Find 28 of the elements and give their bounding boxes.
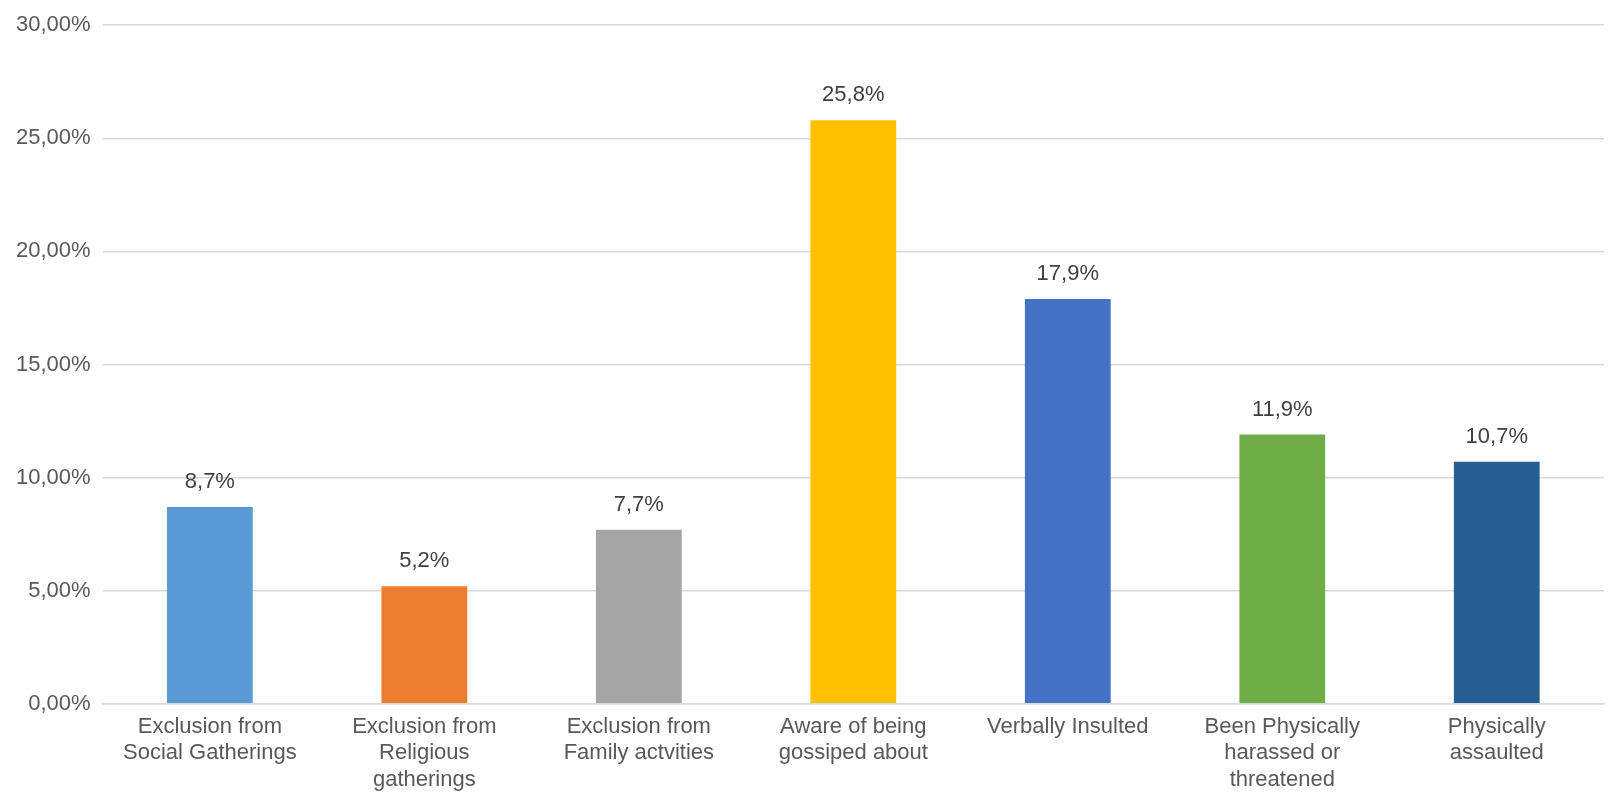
x-tick-label: Exclusion from Family actvities [563,713,714,765]
bar [381,586,468,704]
bar [595,529,682,704]
data-label: 8,7% [184,468,235,494]
bar [166,507,253,704]
x-tick-label: Exclusion from Religious gatherings [352,713,497,791]
y-tick-label: 10,00% [15,463,91,489]
data-label: 5,2% [399,547,450,573]
data-label: 11,9% [1251,395,1313,421]
bar [1453,461,1540,704]
data-label: 7,7% [613,490,664,516]
y-tick-label: 25,00% [15,124,91,150]
y-tick-label: 20,00% [15,237,91,263]
x-tick-label: Exclusion from Social Gatherings [123,713,297,765]
bar [810,120,897,704]
x-tick-label: Physically assaulted [1447,713,1546,765]
y-tick-label: 15,00% [15,350,91,376]
data-label: 25,8% [822,81,885,107]
x-tick-label: Aware of being gossiped about [778,713,928,765]
y-tick-label: 5,00% [28,576,91,602]
bar [1239,434,1326,704]
x-tick-label: Been Physically harassed or threatened [1204,713,1360,791]
data-label: 17,9% [1036,259,1099,285]
y-tick-label: 30,00% [15,11,91,37]
data-label: 10,7% [1465,422,1528,448]
x-tick-label: Verbally Insulted [987,713,1149,739]
y-tick-label: 0,00% [28,689,91,715]
bar [1024,298,1111,704]
